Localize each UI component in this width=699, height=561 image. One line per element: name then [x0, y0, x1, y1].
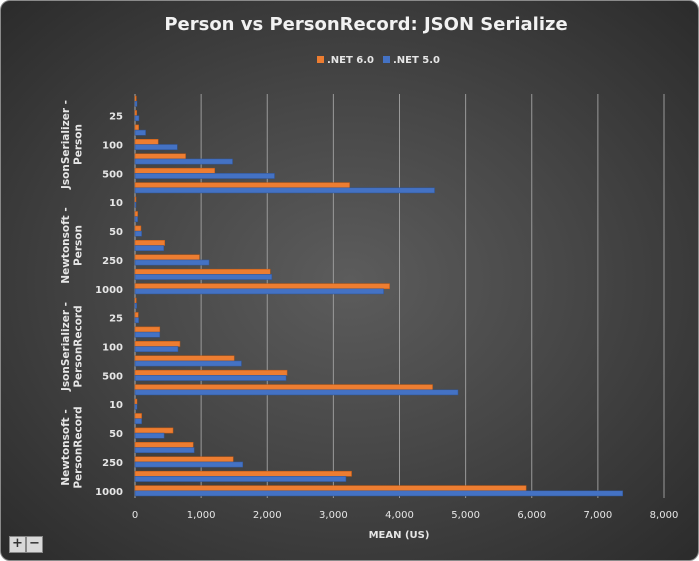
bar-net5: [134, 476, 347, 482]
bar-net6: [134, 341, 181, 347]
bar-net5: [134, 317, 139, 324]
bar-net5: [134, 173, 275, 179]
x-tick-label: 7,000: [584, 510, 613, 521]
bar-net5: [134, 461, 244, 468]
bar-net5: [134, 302, 137, 309]
bar-net6: [134, 110, 137, 116]
bar-net6: [134, 427, 174, 434]
bar-net5: [134, 216, 138, 223]
legend: .NET 6.0 .NET 5.0: [317, 55, 440, 66]
bar-net6: [134, 153, 186, 160]
bar-net5: [134, 187, 435, 194]
bar-net6: [134, 182, 350, 189]
gridlines: [134, 94, 665, 498]
bar-net6: [134, 124, 139, 131]
x-axis-title: MEAN (US): [369, 530, 430, 541]
category-label: 25: [109, 314, 123, 325]
bar-net6: [134, 297, 137, 304]
bar-net6: [134, 167, 215, 174]
bar-net6: [134, 225, 142, 232]
bar-net5: [134, 375, 287, 381]
bar-net6: [134, 456, 234, 463]
x-tick-label: 0: [132, 510, 138, 521]
bar-net5: [134, 144, 178, 150]
category-label: 50: [109, 429, 123, 440]
zoom-in-button[interactable]: +: [9, 536, 26, 553]
group-label: JsonSerializer -Person: [60, 100, 85, 190]
x-tick-label: 1,000: [187, 510, 216, 521]
group-label: Newtonsoft -Person: [60, 207, 85, 283]
category-label: 10: [109, 400, 123, 411]
bar-net6: [134, 312, 139, 318]
bars: [134, 95, 623, 497]
bar-net5: [134, 418, 142, 425]
x-tick-label: 8,000: [650, 510, 679, 521]
bar-net6: [134, 211, 138, 217]
bar-net5: [134, 100, 138, 107]
category-label: 50: [109, 227, 123, 238]
legend-swatch: [383, 56, 390, 63]
category-label: 1000: [95, 285, 123, 296]
bar-net5: [134, 360, 242, 367]
x-tick-label: 5,000: [451, 510, 480, 521]
bar-net6: [134, 369, 288, 376]
bar-net6: [134, 470, 352, 477]
legend-label: .NET 6.0: [327, 55, 374, 66]
bar-net5: [134, 331, 161, 338]
bar-net5: [134, 158, 233, 165]
category-label: 1000: [95, 487, 123, 498]
bar-net6: [134, 139, 159, 145]
bar-net5: [134, 115, 140, 122]
bar-net5: [134, 274, 273, 280]
bar-net6: [134, 485, 527, 492]
zoom-out-button[interactable]: −: [26, 536, 43, 553]
bar-net5: [134, 288, 384, 295]
chart-title: Person vs PersonRecord: JSON Serialize: [164, 14, 567, 35]
x-tick-label: 2,000: [253, 510, 282, 521]
group-label: Newtonsoft -PersonRecord: [60, 406, 85, 488]
category-label: 250: [102, 256, 123, 267]
category-label: 100: [102, 343, 123, 354]
bar-net6: [134, 413, 142, 419]
bar-net6: [134, 95, 137, 102]
bar-net5: [134, 490, 623, 497]
bar-net6: [134, 326, 161, 333]
bar-net5: [134, 432, 165, 439]
bar-net5: [134, 230, 142, 237]
bar-net6: [134, 355, 235, 362]
bar-net5: [134, 389, 459, 396]
bar-net6: [134, 442, 194, 448]
category-label: 250: [102, 458, 123, 469]
bar-net6: [134, 283, 390, 290]
category-label: 500: [102, 371, 123, 382]
x-tick-label: 4,000: [385, 510, 414, 521]
bar-net5: [134, 403, 138, 410]
bar-net5: [134, 259, 210, 266]
bar-net5: [134, 201, 137, 208]
bar-net5: [134, 447, 195, 453]
bar-net6: [134, 268, 271, 275]
bar-net5: [134, 129, 146, 136]
group-label: JsonSerializer -PersonRecord: [60, 302, 85, 392]
bar-net6: [134, 254, 200, 261]
bar-net5: [134, 346, 179, 352]
axis-labels: 0 1,000 2,000 3,000 4,000 5,000 6,000 7,000 8,00…: [60, 100, 678, 521]
category-label: 10: [109, 198, 123, 209]
bar-net6: [134, 240, 166, 246]
x-tick-label: 3,000: [319, 510, 348, 521]
bar-net6: [134, 384, 433, 391]
bar-net6: [134, 398, 138, 405]
bar-net5: [134, 245, 165, 251]
x-tick-label: 6,000: [517, 510, 546, 521]
bar-net6: [134, 196, 137, 203]
category-label: 100: [102, 141, 123, 152]
category-label: 25: [109, 112, 123, 123]
legend-swatch: [317, 56, 324, 63]
legend-label: .NET 5.0: [393, 55, 440, 66]
category-label: 500: [102, 169, 123, 180]
